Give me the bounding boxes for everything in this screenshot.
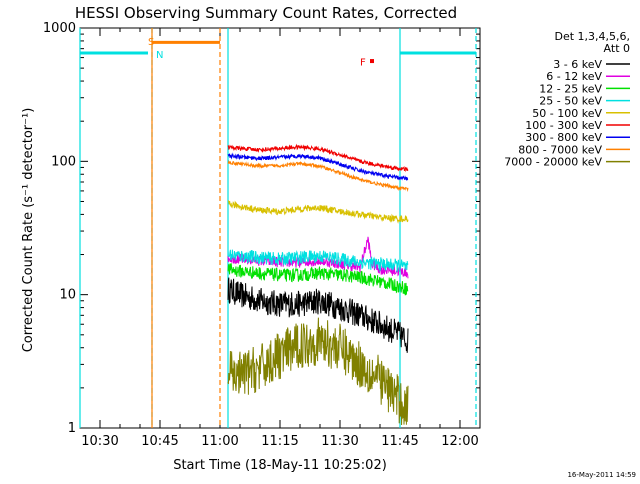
flag-label: S bbox=[148, 37, 154, 48]
series-line bbox=[227, 277, 409, 353]
legend-label: 6 - 12 keV bbox=[546, 70, 602, 83]
flag-label: F bbox=[360, 58, 366, 69]
y-tick-label: 1 bbox=[68, 421, 76, 436]
series-line bbox=[227, 159, 409, 193]
legend-label: 12 - 25 keV bbox=[539, 82, 602, 95]
legend-label: 50 - 100 keV bbox=[532, 107, 602, 120]
x-tick-label: 11:15 bbox=[261, 434, 298, 449]
series-line bbox=[227, 152, 409, 181]
legend-header-line: Det 1,3,4,5,6, bbox=[554, 30, 630, 43]
legend-label: 800 - 7000 keV bbox=[518, 143, 602, 156]
y-tick-label: 100 bbox=[51, 154, 76, 169]
chart-title: HESSI Observing Summary Count Rates, Cor… bbox=[75, 4, 457, 22]
legend-label: 3 - 6 keV bbox=[553, 58, 602, 71]
x-tick-label: 11:00 bbox=[201, 434, 238, 449]
flag-label: N bbox=[156, 50, 163, 61]
x-tick-label: 10:30 bbox=[81, 434, 118, 449]
x-axis-label: Start Time (18-May-11 10:25:02) bbox=[173, 458, 387, 473]
x-tick-label: 10:45 bbox=[141, 434, 178, 449]
x-tick-label: 11:45 bbox=[381, 434, 418, 449]
legend-label: 300 - 800 keV bbox=[525, 131, 602, 144]
series-line bbox=[227, 249, 409, 273]
flare-marker bbox=[370, 59, 374, 64]
legend-header: Det 1,3,4,5,6, Att 0 bbox=[554, 30, 630, 55]
y-axis-label: Corrected Count Rate (s⁻¹ detector⁻¹) bbox=[21, 108, 36, 353]
series-line bbox=[227, 263, 409, 296]
legend-label: 100 - 300 keV bbox=[525, 119, 602, 132]
series-line bbox=[227, 143, 409, 173]
series-line bbox=[227, 200, 409, 224]
legend-label: 7000 - 20000 keV bbox=[504, 156, 602, 169]
plot-area: 1 10 100 1000 10:30 10:45 11:00 11:15 11:30 11:45… bbox=[43, 21, 481, 449]
y-tick-label: 10 bbox=[59, 288, 76, 303]
footer-date: 16-May-2011 14:59 bbox=[567, 471, 636, 479]
x-tick-label: 12:00 bbox=[441, 434, 478, 449]
x-tick-label: 11:30 bbox=[321, 434, 358, 449]
legend-header-line: Att 0 bbox=[604, 42, 630, 55]
series-line bbox=[227, 317, 409, 426]
y-tick-label: 1000 bbox=[43, 21, 76, 36]
legend-label: 25 - 50 keV bbox=[539, 95, 602, 108]
